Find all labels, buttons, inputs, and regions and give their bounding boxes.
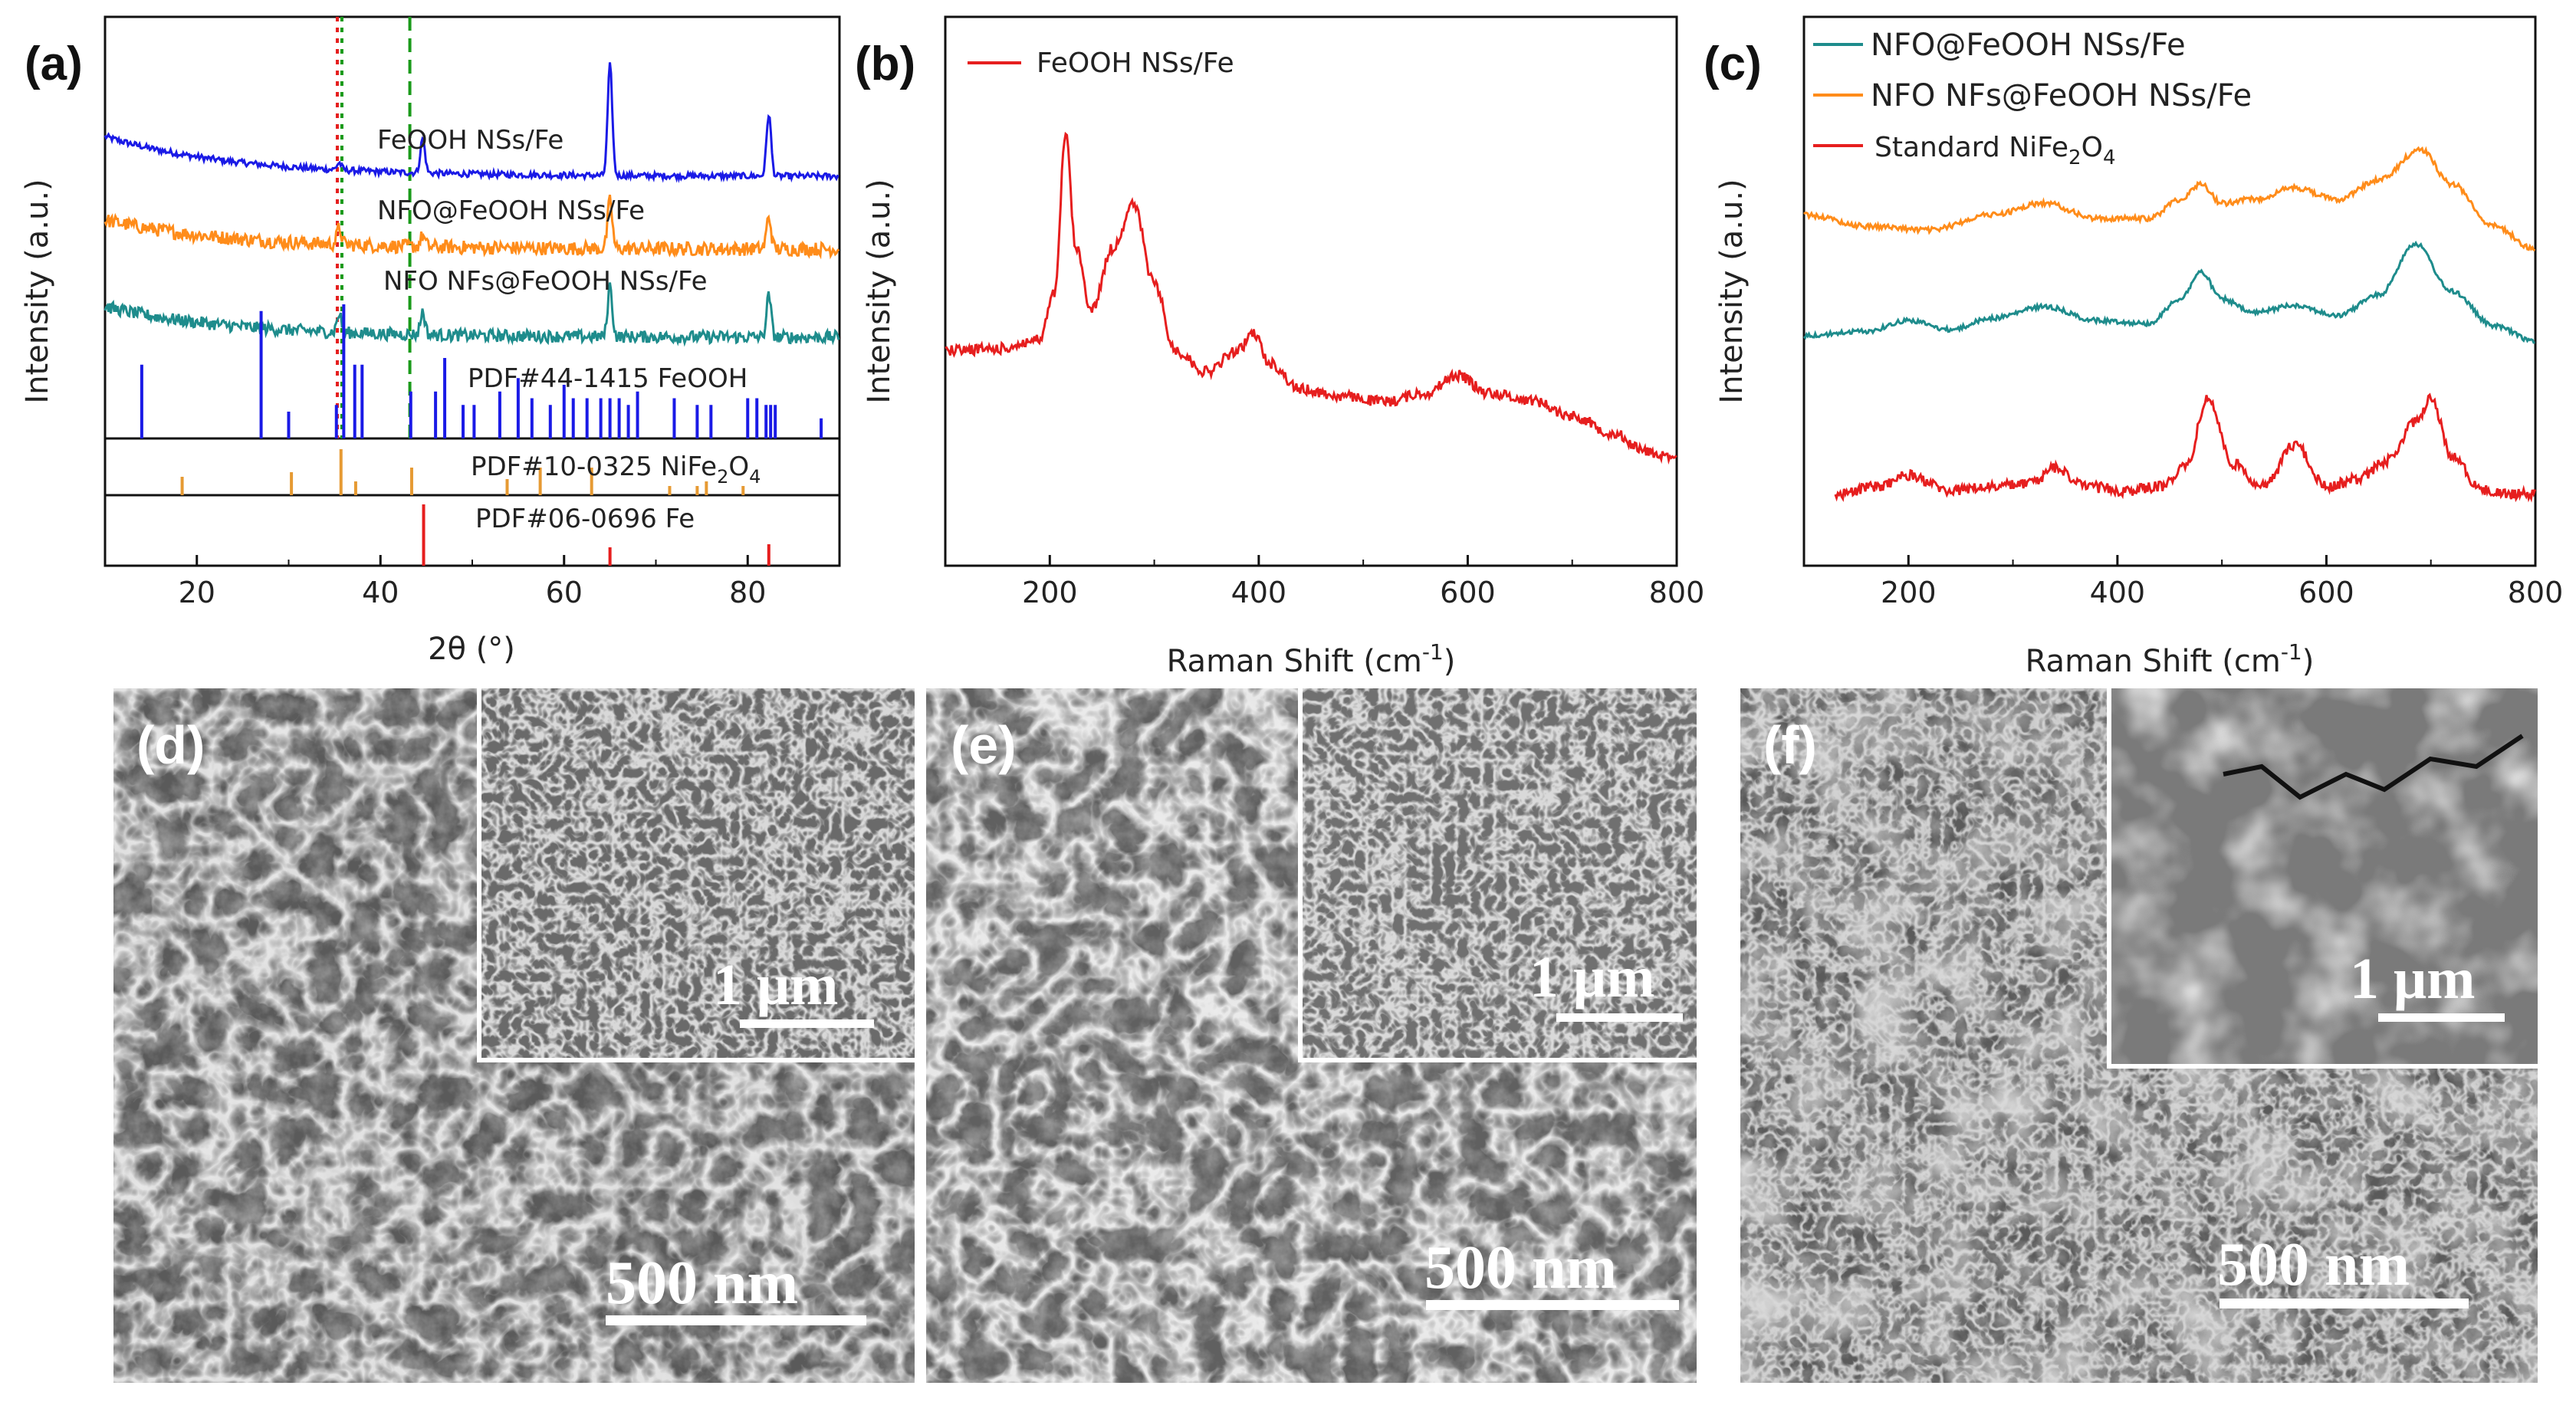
panel-b-frame [944,15,1678,567]
legend-c-text-1: NFO@FeOOH NSs/Fe [1871,28,2186,63]
sem-f-inset-scalebar [2378,1013,2505,1022]
sem-f-inset-scale-text: 1 μm [2350,947,2475,1011]
panel-c-series [1802,146,2536,503]
panel-b-ylabel: Intensity (a.u.) [862,179,897,403]
legend-c-text-2: NFO NFs@FeOOH NSs/Fe [1871,78,2252,113]
sem-f-scalebar [2220,1299,2469,1308]
panel-c-ylabel: Intensity (a.u.) [1714,179,1750,403]
series-label-nfo-nfs-feooh: NFO NFs@FeOOH NSs/Fe [383,266,708,297]
panel-a-xlabel: 2θ (°) [428,632,515,667]
sem-f-inset-crack [2223,734,2524,800]
panel-a-tick-label: 80 [729,576,766,609]
panel-c: 200 400 600 800 (c) Intensity (a.u.) Raman … [1704,15,2564,679]
sem-f-scale-text: 500 nm [2217,1231,2410,1299]
panel-a-reference-sticks [140,304,823,566]
xrd-series-2 [104,282,840,347]
raman-c-series-1 [1803,146,2536,252]
raman-c-series-0 [1802,240,2535,344]
panel-b-tick-label: 400 [1231,576,1287,609]
panel-c-tick-label: 800 [2508,576,2564,609]
panel-c-tick-label: 200 [1881,576,1937,609]
panel-a: 20 40 60 80 (a) Intensity (a.u.) 2θ (°) FeO… [20,15,841,667]
sem-e-inset-scalebar [1556,1013,1683,1022]
panel-a-label: (a) [25,38,83,90]
panel-c-tick-label: 600 [2298,576,2354,609]
legend-c-text-3: Standard NiFe2O4 [1875,132,2115,169]
sem-d-label: (d) [136,715,205,775]
panel-b-tick-label: 800 [1649,576,1705,609]
panel-b-xlabel: Raman Shift (cm-1) [1167,639,1456,679]
sem-d-inset-tex [481,688,915,1058]
sem-d-inset-scalebar [740,1019,874,1028]
raman-b-series [945,131,1677,465]
series-label-nfo-feooh: NFO@FeOOH NSs/Fe [377,195,645,226]
raman-c-series-2 [1834,392,2536,503]
sem-panel-e: (e) 1 μm 500 nm [926,688,1697,1383]
panel-a-tick-label: 20 [179,576,215,609]
ref-label-nife2o4: PDF#10-0325 NiFe2O4 [471,451,761,488]
ref-label-fe: PDF#06-0696 Fe [475,504,695,534]
sem-panel-d: (d) 1 μm 500 nm [113,688,915,1383]
panel-c-tick-label: 400 [2090,576,2146,609]
sem-e-scale-text: 500 nm [1424,1234,1617,1302]
panel-a-tick-label: 60 [546,576,583,609]
sem-d-inset-scale-text: 1 μm [713,953,838,1017]
sem-d-scale-text: 500 nm [606,1249,798,1317]
panel-a-ylabel: Intensity (a.u.) [20,179,55,403]
sem-f-label: (f) [1763,715,1817,775]
panel-a-series [104,62,840,347]
xrd-series-1 [104,194,840,260]
sem-e-label: (e) [951,715,1017,775]
sem-panel-f: (f) 1 μm 500 nm [1740,688,2538,1383]
xrd-series-0 [104,62,840,183]
panel-a-tick-label: 40 [362,576,399,609]
panel-b-tick-label: 200 [1022,576,1078,609]
ref-label-feooh: PDF#44-1415 FeOOH [468,363,748,394]
panel-b-tick-label: 600 [1440,576,1496,609]
panel-c-frame [1802,15,2537,567]
sem-e-inset-tex [1303,688,1697,1058]
panel-b-label: (b) [855,38,915,90]
sem-d-scalebar [606,1315,866,1325]
panel-c-xlabel: Raman Shift (cm-1) [2026,639,2315,679]
series-label-feooh: FeOOH NSs/Fe [377,125,564,156]
panel-a-x-ticks: 20 40 60 80 [104,555,840,609]
panel-b-series [945,131,1677,465]
sem-e-inset-scale-text: 1 μm [1530,945,1654,1010]
legend-b-text: FeOOH NSs/Fe [1037,48,1234,79]
panel-b-x-ticks: 200 400 600 800 [945,555,1704,609]
panel-a-reference-lines [335,17,412,438]
panel-c-x-ticks: 200 400 600 800 [1803,555,2564,609]
panel-c-label: (c) [1704,38,1762,90]
sem-f-inset-tex [2111,688,2538,1064]
sem-e-scalebar [1426,1300,1679,1310]
panel-b: 200 400 600 800 (b) Intensity (a.u.) Raman … [855,15,1704,679]
